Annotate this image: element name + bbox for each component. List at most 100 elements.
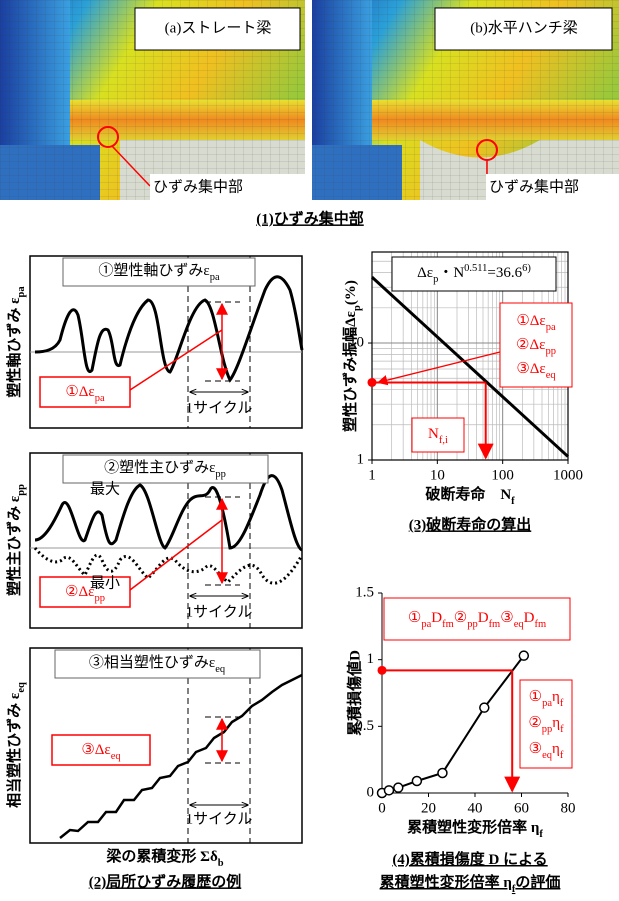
text-part: ③ xyxy=(500,610,513,626)
text-part: eq xyxy=(111,751,122,762)
text-part: pp xyxy=(94,593,105,604)
series-line xyxy=(382,656,524,793)
text-part: ② xyxy=(528,715,541,731)
text-part: N xyxy=(428,426,439,442)
text-part: 塑性軸ひずみ ε xyxy=(5,297,23,398)
text-part: 相当塑性ひずみ ε xyxy=(5,692,23,808)
text-part: 塑性ひずみ振幅Δε xyxy=(341,310,359,431)
text-part: η xyxy=(552,689,560,705)
x-axis-label: 破断寿命 Nf xyxy=(425,485,515,506)
text-part: 0.511 xyxy=(464,263,487,274)
y-tick-label: 0 xyxy=(367,784,375,800)
max-label: 最大 xyxy=(90,480,120,497)
x-axis-label: 累積塑性変形倍率 ηf xyxy=(407,818,543,839)
text-part: f,i xyxy=(439,435,448,446)
text-part: ③Δε xyxy=(81,742,110,758)
text-part: ③相当塑性ひずみε xyxy=(89,654,215,671)
x-tick-label: 20 xyxy=(421,800,436,816)
text-part: fm xyxy=(534,619,546,630)
y-axis-label: 塑性軸ひずみ εpa xyxy=(5,286,26,398)
x-tick-label: 40 xyxy=(468,800,483,816)
min-label: 最小 xyxy=(90,574,120,591)
cycle-label: 1サイクル xyxy=(186,399,253,416)
text-part: pa xyxy=(210,272,220,283)
text-part: pa xyxy=(542,698,552,709)
text-part: 塑性主ひずみ ε xyxy=(5,495,23,596)
text-part: pa xyxy=(546,322,556,333)
x-tick-label: 60 xyxy=(514,800,529,816)
data-point xyxy=(438,769,447,778)
y-axis-label: 累積損傷値D xyxy=(345,650,363,736)
x-tick-label: 0 xyxy=(378,800,386,816)
cycle-label: 1サイクル xyxy=(186,810,253,827)
cycle-label: 1サイクル xyxy=(186,603,253,620)
text-part: ①塑性軸ひずみε xyxy=(98,262,209,279)
text-part: eq xyxy=(215,664,226,675)
text-part: f xyxy=(539,829,543,840)
x-axis-label: 梁の累積変形 Σδb xyxy=(105,847,223,868)
annotation: ひずみ集中部 xyxy=(489,178,579,195)
panel-label: (b)水平ハンチ梁 xyxy=(470,19,578,36)
text-part: ① xyxy=(529,689,542,705)
caption: (3)破断寿命の算出 xyxy=(409,515,532,533)
text-part: b xyxy=(218,858,224,869)
data-point xyxy=(519,651,528,660)
text-part: pa xyxy=(95,393,105,404)
data-point xyxy=(384,786,393,795)
caption: 累積塑性変形倍率 ηfの評価 xyxy=(380,873,561,894)
text-part: ③ xyxy=(529,741,542,757)
data-point xyxy=(412,777,421,786)
text-part: f xyxy=(560,724,564,735)
text-part: ②Δε xyxy=(516,337,545,353)
text-part: ③Δε xyxy=(516,361,545,377)
text-part: D xyxy=(478,610,489,626)
annotation: ひずみ集中部 xyxy=(153,178,243,195)
text-part: fm xyxy=(489,619,501,630)
text-part: f xyxy=(511,496,515,507)
text-part: 累積塑性変形倍率 η xyxy=(380,873,512,891)
readout-point xyxy=(368,378,377,387)
data-point xyxy=(480,703,489,712)
text-part: (%) xyxy=(343,280,359,305)
text-part: η xyxy=(552,741,560,757)
text-part: 梁の累積変形 Σδ xyxy=(105,847,218,865)
y-tick-label: 1 xyxy=(357,451,365,467)
text-part: eq xyxy=(546,370,557,381)
x-tick-label: 80 xyxy=(561,800,576,816)
text-part: pp xyxy=(545,346,556,357)
text-part: ・N xyxy=(438,265,464,281)
x-tick-label: 100 xyxy=(491,467,514,483)
x-tick-label: 1 xyxy=(368,467,376,483)
text-part: f xyxy=(560,698,564,709)
text-part: pp xyxy=(16,484,27,496)
caption: (4)累積損傷度 D による xyxy=(392,850,547,868)
text-part: D xyxy=(524,610,535,626)
caption: (1)ひずみ集中部 xyxy=(256,209,364,227)
text-part: Δε xyxy=(417,265,433,281)
text-part: f xyxy=(560,750,564,761)
caption: (2)局所ひずみ履歴の例 xyxy=(89,872,242,890)
text-part: =36.6 xyxy=(487,265,522,281)
text-part: ②塑性主ひずみε xyxy=(104,459,215,476)
text-part: ①Δε xyxy=(65,384,94,400)
text-part: fm xyxy=(442,619,454,630)
text-part: eq xyxy=(16,682,27,693)
y-axis-label: 塑性主ひずみ εpp xyxy=(5,484,26,596)
text-part: pp xyxy=(467,619,478,630)
text-part: 破断寿命 N xyxy=(425,485,511,503)
x-tick-label: 1000 xyxy=(553,467,583,483)
figure: (a)ストレート梁 (b)水平ハンチ梁ひずみ集中部 ひずみ集中部 (1)ひずみ集中部 ①… xyxy=(0,0,619,901)
text-part: ① xyxy=(408,610,421,626)
text-part: D xyxy=(431,610,442,626)
text-part: pa xyxy=(16,286,27,298)
panel-label: (a)ストレート梁 xyxy=(165,19,272,36)
text-part: η xyxy=(552,715,560,731)
y-axis-label: 相当塑性ひずみ εeq xyxy=(5,682,26,808)
y-tick-label: 1.5 xyxy=(355,584,374,600)
readout-point xyxy=(378,666,387,675)
text-part: ② xyxy=(454,610,467,626)
history-panels xyxy=(30,256,302,843)
text-part: pp xyxy=(215,469,226,480)
text-part: 6) xyxy=(522,263,531,274)
data-point xyxy=(394,783,403,792)
